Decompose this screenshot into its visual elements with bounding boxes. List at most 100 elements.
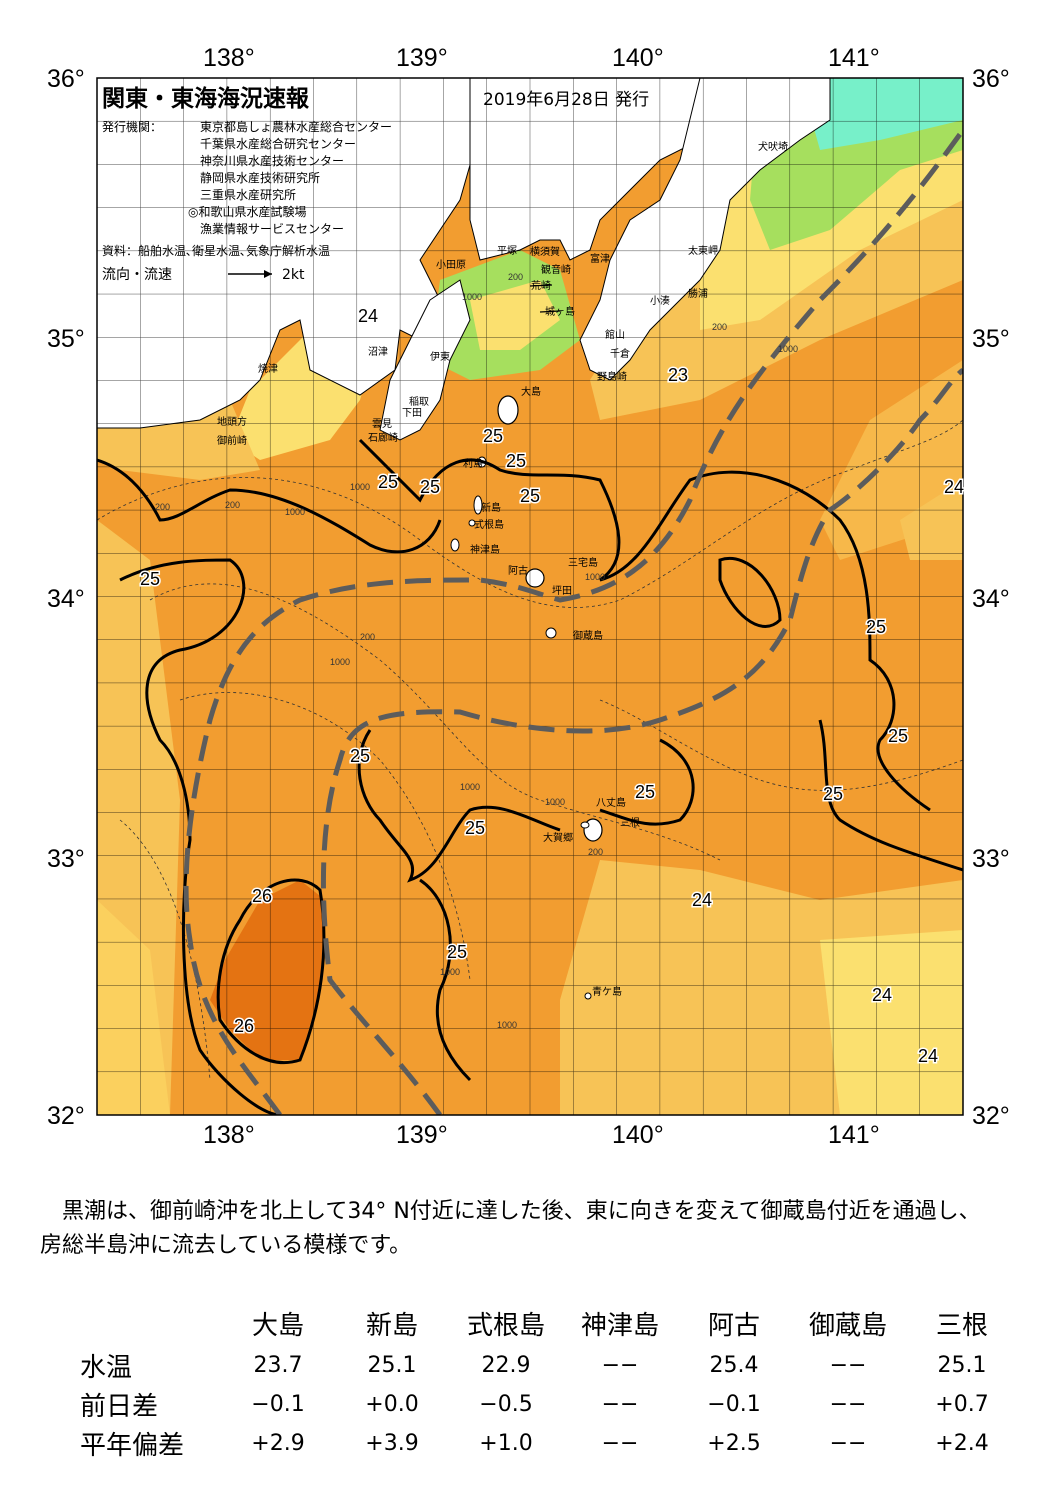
place-hachijojima: 八丈島 xyxy=(596,796,626,809)
column-kozushima: 神津島 xyxy=(580,1310,659,1341)
place-futtsu: 富津 xyxy=(590,252,610,265)
row-label: 水温 xyxy=(80,1353,133,1383)
publisher-6: ◎和歌山県水産試験場 xyxy=(188,204,306,219)
depth-label: 1000 xyxy=(285,507,305,517)
isotherm-label: 25 xyxy=(635,782,655,802)
place-toshima: 利島 xyxy=(463,457,483,470)
table-cell: −− xyxy=(829,1431,867,1456)
publisher-3: 神奈川県水産技術センター xyxy=(200,153,344,168)
lat-left-34: 34° xyxy=(47,585,85,613)
place-inatori: 稲取 xyxy=(409,396,429,408)
isotherm-label: 24 xyxy=(918,1046,938,1066)
table-cell: +2.4 xyxy=(935,1431,989,1456)
depth-label: 1000 xyxy=(462,292,482,302)
table-cell: −− xyxy=(829,1392,867,1417)
lon-top-139: 139° xyxy=(396,44,448,72)
sea-temperature-map: 138° 139° 140° 141° 138° 139° 140° 141° … xyxy=(47,44,1010,1149)
place-jitogata: 地頭方 xyxy=(217,415,247,428)
place-nojimazaki: 野島崎 xyxy=(597,370,627,383)
data-source: 資料：船舶水温､衛星水温､気象庁解析水温 xyxy=(102,243,330,258)
lat-left-35: 35° xyxy=(47,325,85,353)
place-hiratsuka: 平塚 xyxy=(497,245,517,257)
place-inubozaki: 犬吠埼 xyxy=(758,140,788,153)
lon-bottom-140: 140° xyxy=(612,1121,664,1149)
depth-label: 200 xyxy=(588,847,603,857)
isotherm-label: 25 xyxy=(483,426,503,446)
table-cell: −− xyxy=(829,1353,867,1378)
table-cell: 25.1 xyxy=(367,1353,417,1378)
table-cell: −0.1 xyxy=(707,1392,761,1417)
table-cell: 23.7 xyxy=(253,1353,303,1378)
isotherm-label: 25 xyxy=(378,472,398,492)
place-miyakejima: 三宅島 xyxy=(568,556,598,569)
depth-label: 1000 xyxy=(545,797,565,807)
table-cell: 22.9 xyxy=(481,1353,531,1378)
land-layer xyxy=(96,77,831,1000)
place-tsubota: 坪田 xyxy=(552,584,572,597)
table-cell: −0.5 xyxy=(479,1392,533,1417)
place-okago: 大賀郷 xyxy=(543,831,573,844)
row-label: 平年偏差 xyxy=(80,1431,185,1461)
lon-top-140: 140° xyxy=(612,44,664,72)
lon-bottom-139: 139° xyxy=(396,1121,448,1149)
current-legend-scale: 2kt xyxy=(282,267,305,283)
table-cell: +0.0 xyxy=(365,1392,419,1417)
place-niijima: 新島 xyxy=(481,501,501,514)
publisher-7: 漁業情報サービスセンター xyxy=(200,222,344,236)
lon-top-138: 138° xyxy=(203,44,255,72)
table-cell: +1.0 xyxy=(479,1431,533,1456)
table-cell: 25.1 xyxy=(937,1353,987,1378)
publisher-2: 千葉県水産総合研究センター xyxy=(200,136,356,151)
place-chikura: 千倉 xyxy=(610,347,630,360)
column-oshima: 大島 xyxy=(251,1310,304,1341)
column-niijima: 新島 xyxy=(365,1310,418,1341)
place-ako: 阿古 xyxy=(508,564,528,577)
kuroshio-summary: 黒潮は、御前崎沖を北上して34° N付近に達した後、東に向きを変えて御蔵島付近を… xyxy=(40,1199,981,1258)
table-cell: +0.7 xyxy=(935,1392,989,1417)
column-mikurajima: 御蔵島 xyxy=(808,1310,887,1341)
isotherm-label: 26 xyxy=(234,1016,254,1036)
isotherm-label: 25 xyxy=(350,746,370,766)
table-row-daily-diff: 前日差 −0.1 +0.0 −0.5 −− −0.1 −− +0.7 xyxy=(60,1385,1019,1424)
depth-label: 200 xyxy=(712,322,727,332)
isotherm-label: 25 xyxy=(823,784,843,804)
island-temperature-table: 大島 新島 式根島 神津島 阿古 御蔵島 三根 水温 23.7 25.1 22.… xyxy=(60,1300,1019,1463)
lat-left-33: 33° xyxy=(47,845,85,873)
lat-right-36: 36° xyxy=(972,65,1010,93)
isotherm-label: 25 xyxy=(140,569,160,589)
lat-lon-grid xyxy=(97,78,963,1115)
place-aogashima: 青ケ島 xyxy=(592,985,622,998)
isotherm-label: 24 xyxy=(692,890,712,910)
publisher-1: 東京都島しょ農林水産総合センター xyxy=(200,119,392,134)
publisher-4: 静岡県水産技術研究所 xyxy=(200,170,320,185)
place-oshima: 大島 xyxy=(521,385,541,398)
axis-labels: 138° 139° 140° 141° 138° 139° 140° 141° … xyxy=(47,44,1010,1149)
isotherm-label: 25 xyxy=(888,726,908,746)
isotherm-label: 26 xyxy=(252,886,272,906)
depth-label: 1000 xyxy=(497,1020,517,1030)
lat-right-34: 34° xyxy=(972,585,1010,613)
row-label: 前日差 xyxy=(80,1392,159,1422)
place-mitsune: 三根 xyxy=(620,816,640,829)
place-ito: 伊東 xyxy=(430,350,450,363)
lat-right-35: 35° xyxy=(972,325,1010,353)
depth-label: 1000 xyxy=(778,344,798,354)
depth-label: 1000 xyxy=(585,572,605,582)
table-cell: −− xyxy=(601,1353,639,1378)
isotherm-label: 23 xyxy=(668,365,688,385)
isotherm-labels: 24 23 25 25 25 25 25 25 25 25 25 25 25 2… xyxy=(139,305,966,1068)
lon-bottom-138: 138° xyxy=(203,1121,255,1149)
oshima-island-shape xyxy=(497,395,519,425)
publisher-5: 三重県水産研究所 xyxy=(200,187,296,202)
isotherm-label: 24 xyxy=(944,477,964,497)
place-labels: 犬吠埼 太東岬 勝浦 小湊 富津 館山 千倉 野島崎 横須賀 観音崎 荒崎 平塚… xyxy=(217,140,788,998)
place-numazu: 沼津 xyxy=(368,345,388,358)
current-legend-label: 流向・流速 xyxy=(102,267,172,283)
table-cell: +3.9 xyxy=(365,1431,419,1456)
lat-right-33: 33° xyxy=(972,845,1010,873)
place-shikinejima: 式根島 xyxy=(474,518,504,531)
column-mitsune: 三根 xyxy=(935,1310,988,1341)
place-mikurajima: 御蔵島 xyxy=(573,629,603,642)
table-cell: +2.9 xyxy=(251,1431,305,1456)
isotherm-label: 25 xyxy=(506,451,526,471)
